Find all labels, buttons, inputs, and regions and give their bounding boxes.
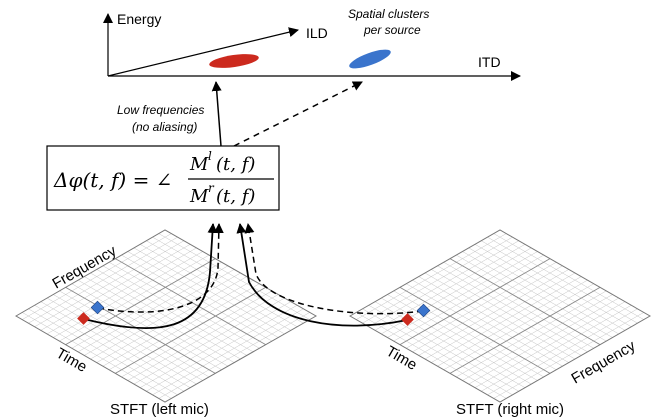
right-red-bin [401,313,414,326]
left-grid-minor-line [146,305,298,392]
left-grid-major-line [115,258,266,346]
left-grid-outline [14,229,318,403]
blue-source-cluster [349,49,391,69]
right-grid-major-line [399,258,551,346]
left-grid-minor-line [146,240,298,327]
left-stft-grid [14,229,318,403]
solid-arrow-to-feature-space [211,81,222,147]
red-source-cluster [209,54,259,68]
arrow-note-line2: (no aliasing) [132,120,197,134]
left-grid-major-line [65,286,216,374]
right-blue-dashed-path [244,223,424,315]
left-grid-minor-line [158,312,310,399]
energy-axis-label: Energy [117,11,161,27]
formula-lhs: Δφ(t, f) = ∠ [53,168,172,192]
ild-axis [107,27,299,77]
left-red-solid-path [83,223,218,330]
formula-box [46,145,280,211]
feature-space: Energy ILD ITD Spatial clusters per sour… [103,7,521,81]
right-grid-minor-line [487,308,638,396]
left-blue-dashed-path [97,223,224,313]
phase-difference-formula: Δφ(t, f) = ∠ M l (t, f) M r (t, f) [46,145,280,211]
formula-numerator-superscript: l [208,149,212,163]
left-time-label: Time [53,345,90,376]
left-blue-bin [90,300,105,315]
formula-denominator-base: M [189,186,209,207]
right-stft-caption: STFT (right mic) [456,401,564,418]
right-red-solid-path [236,223,408,327]
cluster-note-line2: per source [363,23,421,37]
right-grid-minor-line [493,312,644,399]
left-grid-minor-line [152,308,304,396]
right-grid-major-line [399,286,551,374]
right-grid-major-line [449,286,601,374]
right-blue-bin [416,303,431,318]
right-stft-grid [348,229,652,403]
formula-numerator-base: M [189,154,209,175]
right-time-label: Time [383,343,420,374]
left-frequency-label: Frequency [50,242,120,292]
left-grid-minor-line [158,233,310,320]
right-frequency-label: Frequency [569,337,639,387]
right-grid-minor-line [481,240,632,327]
left-grid-minor-line [140,244,291,331]
left-grid-major-line [65,258,216,346]
left-grid-minor-line [152,236,304,324]
right-grid-outline [348,229,652,403]
right-grid-minor-line [481,305,632,392]
cluster-note-line1: Spatial clusters [348,7,429,21]
right-grid-minor-line [474,244,626,331]
ild-axis-label: ILD [306,25,328,41]
formula-denominator-superscript: r [208,181,215,195]
arrow-note-line1: Low frequencies [117,103,204,117]
left-red-bin [77,312,90,325]
right-grid-major-line [449,258,601,346]
formula-denominator-args: (t, f) [216,186,255,207]
dashed-arrow-to-feature-space [233,81,363,147]
left-stft-caption: STFT (left mic) [110,401,209,418]
formula-numerator-args: (t, f) [216,154,255,175]
right-grid-minor-line [487,236,638,324]
left-grid-major-line [115,286,266,374]
itd-axis-label: ITD [478,54,501,70]
right-grid-minor-line [493,233,644,320]
